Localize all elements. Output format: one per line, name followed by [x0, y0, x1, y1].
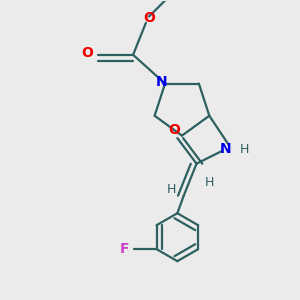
Text: H: H — [205, 176, 214, 189]
Text: O: O — [168, 123, 180, 137]
Text: F: F — [120, 242, 129, 256]
Text: N: N — [156, 75, 168, 89]
Text: N: N — [220, 142, 231, 156]
Text: H: H — [166, 183, 176, 196]
Text: H: H — [240, 143, 249, 156]
Text: O: O — [143, 11, 155, 25]
Text: O: O — [81, 46, 93, 60]
